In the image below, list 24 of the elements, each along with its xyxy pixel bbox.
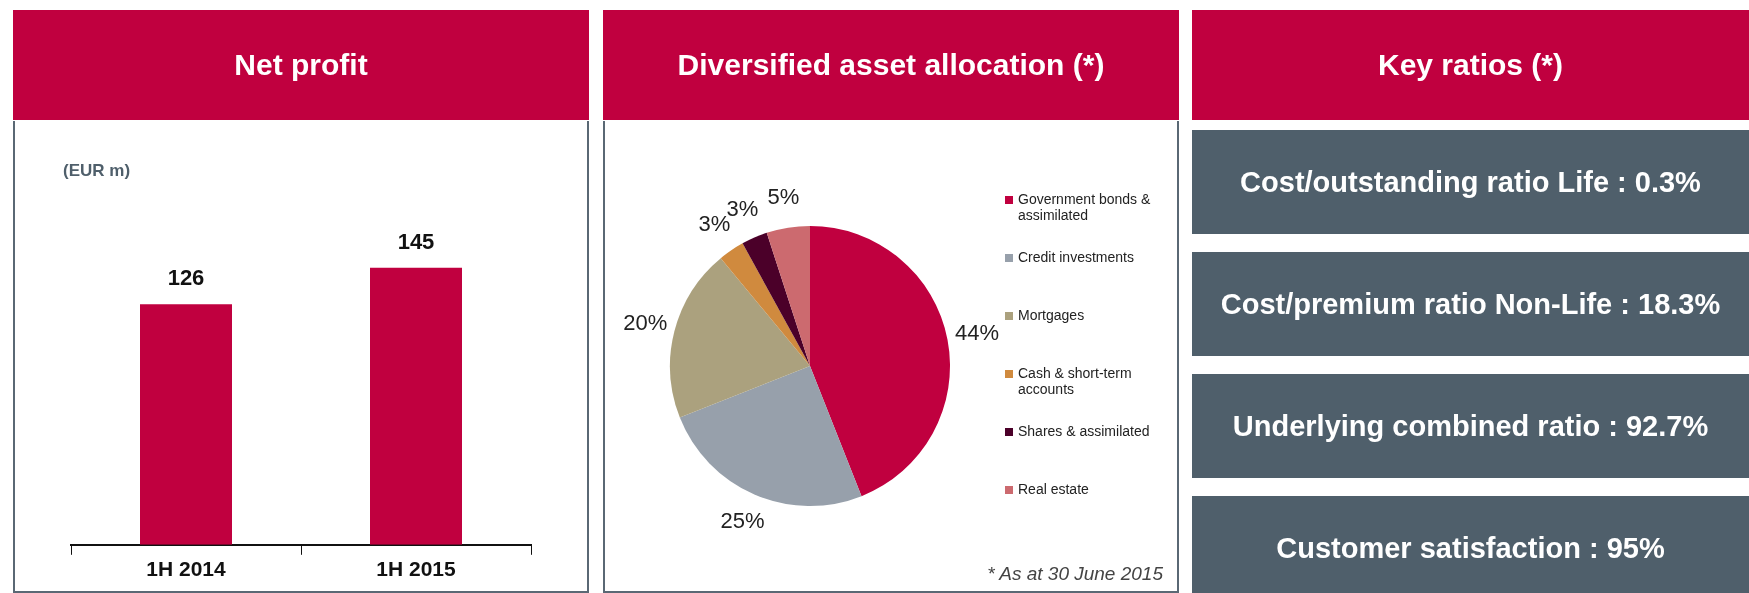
data-label: 145	[397, 228, 435, 254]
legend-label: Mortgages	[1018, 307, 1085, 323]
text: * As at 30 June 2015	[987, 563, 1163, 585]
text: Key ratios (*)	[1192, 10, 1749, 120]
text: Cost/premium ratio Non-Life : 18.3%	[1192, 252, 1749, 356]
data-label: 3%	[726, 196, 759, 222]
legend-label: Cash & short-term accounts	[1018, 365, 1133, 397]
data-label: 44%	[954, 320, 1000, 346]
x-tick-label: 1H 2015	[376, 557, 457, 581]
chart-title: Diversified asset allocation (*)	[603, 10, 1179, 120]
data-label: 5%	[767, 184, 800, 210]
y-axis-title: (EUR m)	[63, 161, 131, 181]
data-label: 20%	[623, 309, 668, 335]
text: Customer satisfaction : 95%	[1192, 496, 1749, 593]
x-tick-label: 1H 2014	[146, 557, 227, 581]
legend-label: Real estate	[1018, 481, 1089, 497]
legend-label: Shares & assimilated	[1018, 423, 1150, 439]
chart-title: Net profit	[13, 10, 589, 120]
legend-label: Credit investments	[1018, 249, 1134, 265]
data-label: 25%	[720, 508, 765, 534]
data-label: 126	[167, 265, 205, 291]
legend-label: Government bonds & assimilated	[1018, 191, 1152, 223]
text: Underlying combined ratio : 92.7%	[1192, 374, 1749, 478]
text: Cost/outstanding ratio Life : 0.3%	[1192, 130, 1749, 234]
